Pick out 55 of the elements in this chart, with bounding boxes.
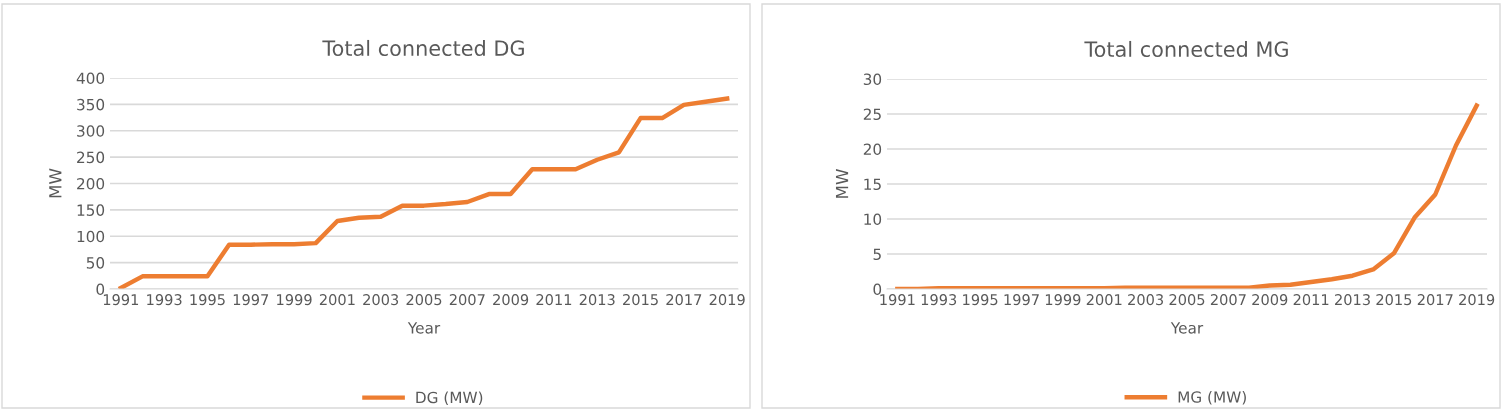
y-tick-label: 15: [864, 178, 881, 191]
x-tick-label: 1993: [147, 294, 182, 306]
y-tick-label: 30: [863, 73, 882, 86]
x-tick-label: 1995: [190, 294, 225, 306]
line-series: [895, 103, 1479, 289]
x-tick-label: 2001: [1086, 294, 1122, 306]
x-tick-label: 1999: [277, 294, 312, 306]
y-tick-label: 300: [77, 125, 105, 137]
chart-title: Total connected DG: [322, 39, 524, 57]
y-tick-label: 100: [77, 230, 105, 243]
y-tick-label: 150: [77, 204, 105, 216]
legend-label: MG (MW): [1178, 390, 1246, 405]
x-tick-label: 2009: [493, 294, 529, 306]
y-tick-label: 20: [863, 143, 882, 156]
y-tick-label: 25: [863, 108, 881, 121]
x-tick-label: 2011: [1293, 294, 1329, 306]
x-tick-label: 2009: [1252, 294, 1288, 306]
y-tick-label: 200: [77, 177, 105, 190]
x-axis-title: Year: [1170, 322, 1204, 334]
x-tick-label: 2007: [1210, 294, 1246, 306]
y-tick-label: 350: [77, 98, 105, 111]
x-tick-label: 1999: [1045, 294, 1081, 306]
chart-title: Total connected MG: [1084, 40, 1288, 58]
line-series: [118, 96, 730, 289]
y-tick-label: 400: [76, 72, 105, 85]
y-tick-label: 0: [96, 283, 105, 296]
x-tick-label: 2017: [1417, 294, 1453, 306]
y-tick-label: 250: [77, 151, 105, 164]
x-tick-label: 2019: [709, 294, 745, 306]
x-tick-label: 2003: [363, 294, 399, 306]
x-tick-label: 1993: [921, 294, 957, 306]
x-tick-label: 2013: [579, 294, 615, 306]
x-tick-label: 2011: [536, 294, 572, 306]
x-tick-label: 2019: [1459, 294, 1495, 306]
x-tick-label: 2013: [1335, 294, 1370, 306]
y-axis-title: MW: [835, 169, 849, 198]
x-tick-label: 2001: [319, 294, 355, 306]
x-tick-label: 1991: [103, 294, 139, 306]
x-tick-label: 1997: [1004, 294, 1039, 306]
x-tick-label: 2015: [1376, 294, 1412, 306]
x-tick-label: 2005: [1169, 294, 1205, 306]
y-axis-title: MW: [49, 168, 62, 198]
x-tick-label: 2015: [623, 294, 658, 306]
x-tick-label: 1995: [963, 294, 998, 306]
x-tick-label: 2003: [1128, 294, 1164, 306]
x-tick-label: 2005: [406, 294, 442, 306]
x-tick-label: 2007: [449, 294, 485, 306]
x-axis-title: Year: [407, 322, 441, 334]
x-tick-label: 2017: [666, 294, 702, 306]
y-tick-label: 50: [86, 257, 105, 269]
x-tick-label: 1997: [233, 294, 269, 306]
y-tick-label: 10: [864, 213, 882, 226]
legend-label: DG (MW): [416, 391, 483, 405]
x-tick-label: 1991: [880, 294, 915, 306]
y-tick-label: 5: [873, 248, 881, 261]
